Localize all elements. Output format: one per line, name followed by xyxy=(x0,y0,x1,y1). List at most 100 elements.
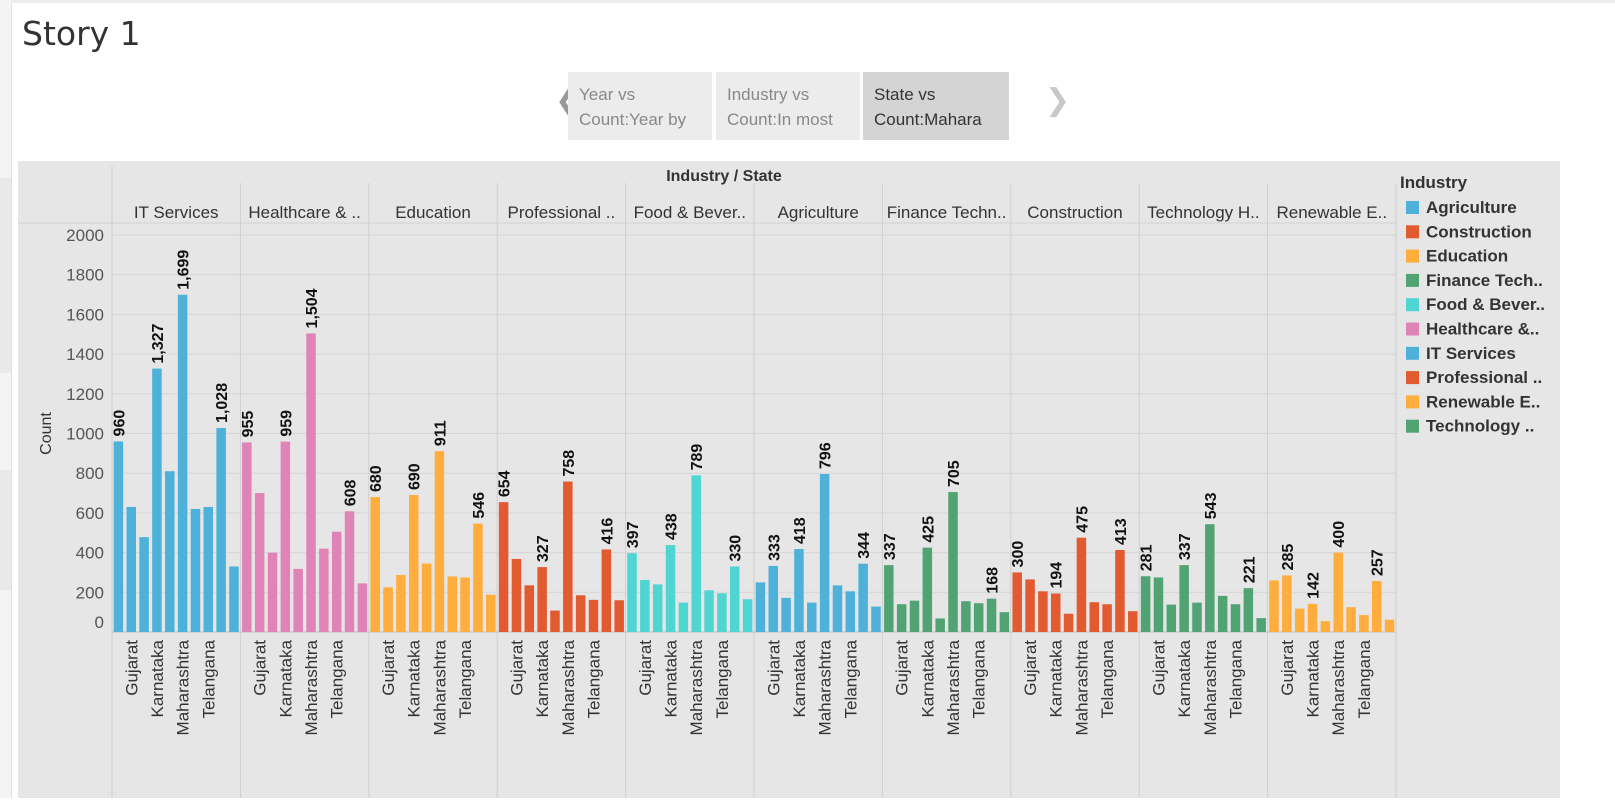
bar xyxy=(1038,591,1048,632)
tab-line2: Count:In most xyxy=(727,110,833,129)
bar xyxy=(396,575,406,632)
bar xyxy=(986,598,997,632)
x-tick-label: Karnataka xyxy=(148,639,167,717)
chevron-right-icon[interactable]: ❯ xyxy=(1045,84,1071,117)
bar xyxy=(1359,615,1369,632)
legend-item: Food & Bever.. xyxy=(1426,295,1545,314)
bar xyxy=(486,594,496,632)
bar xyxy=(948,492,958,632)
bar xyxy=(845,591,856,632)
story-point-tab-year[interactable]: Year vs Count:Year by xyxy=(568,72,712,140)
legend-swatch xyxy=(1406,249,1419,263)
bar xyxy=(126,506,137,632)
group-header: Renewable E.. xyxy=(1277,203,1388,222)
bar xyxy=(1371,580,1382,632)
bar xyxy=(563,481,573,632)
group-header: Agriculture xyxy=(778,203,859,222)
column-header: Industry / State xyxy=(666,168,782,185)
data-label: 911 xyxy=(432,420,449,446)
bar xyxy=(1115,550,1125,632)
group-header: Healthcare & .. xyxy=(248,203,360,222)
x-tick-label: Maharashtra xyxy=(559,639,578,735)
legend-swatch xyxy=(1406,346,1419,360)
bar xyxy=(832,585,843,632)
bar xyxy=(344,511,355,632)
x-tick-label: Maharashtra xyxy=(1072,639,1091,735)
legend-swatch xyxy=(1406,395,1419,409)
x-tick-label: Gujarat xyxy=(1021,640,1040,696)
story-point-tab-state[interactable]: State vs Count:Mahara xyxy=(863,72,1009,140)
bar xyxy=(1128,611,1138,632)
bar xyxy=(896,604,907,632)
bar xyxy=(691,475,701,632)
data-label: 1,699 xyxy=(176,250,193,290)
bar xyxy=(973,603,984,632)
bar xyxy=(678,602,689,632)
legend-swatch xyxy=(1406,371,1419,385)
bar xyxy=(473,523,483,632)
bar xyxy=(665,545,676,632)
legend-swatch xyxy=(1406,273,1419,287)
bar xyxy=(871,606,881,632)
group-header: Technology H.. xyxy=(1147,203,1259,222)
legend-item: Construction xyxy=(1426,222,1532,241)
bar xyxy=(319,548,329,632)
x-tick-label: Gujarat xyxy=(893,640,912,696)
x-tick-label: Telangana xyxy=(585,639,604,718)
bar xyxy=(1102,604,1112,632)
data-label: 221 xyxy=(1241,556,1258,583)
group-header: Finance Techn.. xyxy=(887,203,1007,222)
x-tick-label: Telangana xyxy=(970,639,989,718)
bar xyxy=(768,565,779,632)
x-tick-label: Karnataka xyxy=(790,639,809,717)
data-label: 168 xyxy=(985,567,1002,594)
left-edge-segment xyxy=(0,470,11,590)
data-label: 438 xyxy=(664,513,681,540)
data-label: 285 xyxy=(1280,544,1297,571)
x-tick-label: Telangana xyxy=(1355,639,1374,718)
x-tick-label: Gujarat xyxy=(636,640,655,696)
group-header: IT Services xyxy=(134,203,219,222)
legend-item: Technology .. xyxy=(1426,417,1534,436)
x-tick-label: Gujarat xyxy=(251,640,270,696)
data-label: 330 xyxy=(728,535,745,562)
bar xyxy=(1089,602,1100,632)
tab-line1: State vs xyxy=(874,85,936,104)
bar xyxy=(1217,595,1228,632)
bar xyxy=(537,567,547,632)
legend-title: Industry xyxy=(1400,173,1468,192)
data-label: 344 xyxy=(856,532,873,559)
data-label: 1,028 xyxy=(214,383,231,423)
x-tick-label: Karnataka xyxy=(1304,639,1323,717)
x-tick-label: Telangana xyxy=(199,639,218,718)
bar xyxy=(511,558,522,632)
bar xyxy=(935,618,945,632)
y-tick-label: 1600 xyxy=(66,305,104,324)
x-tick-label: Gujarat xyxy=(764,640,783,696)
bar xyxy=(1063,613,1074,632)
data-label: 680 xyxy=(368,465,385,492)
legend-swatch xyxy=(1406,298,1419,312)
story-point-tab-industry[interactable]: Industry vs Count:In most xyxy=(716,72,860,140)
x-tick-label: Maharashtra xyxy=(687,639,706,735)
data-label: 300 xyxy=(1010,541,1027,568)
left-edge-strip xyxy=(0,0,12,798)
data-label: 194 xyxy=(1049,562,1066,589)
bar xyxy=(807,602,817,632)
bar xyxy=(1205,524,1215,632)
data-label: 789 xyxy=(689,444,706,471)
bar xyxy=(1230,604,1241,632)
bar xyxy=(447,576,458,632)
bar xyxy=(254,493,265,632)
bar xyxy=(717,593,727,632)
bar-chart: 0 200 400 600 800 1000 1200 1400 1600 1800 2000 Cou… xyxy=(18,161,1560,798)
bar xyxy=(280,441,291,632)
bar xyxy=(421,563,432,632)
bar xyxy=(1333,552,1343,632)
y-tick-label: 1800 xyxy=(66,266,104,285)
bar xyxy=(1179,565,1189,632)
x-tick-label: Telangana xyxy=(456,639,475,718)
data-label: 425 xyxy=(920,516,937,543)
bar xyxy=(999,612,1010,632)
bar xyxy=(524,585,535,632)
